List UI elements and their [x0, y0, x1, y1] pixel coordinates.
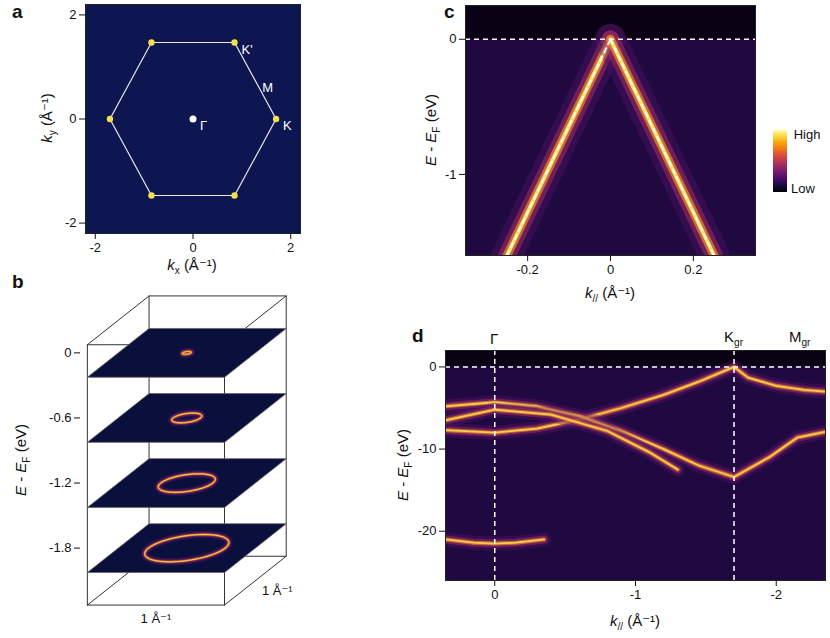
html-text:Γ: Γ [490, 329, 499, 347]
svg-text:0.2: 0.2 [684, 262, 702, 277]
svg-text:-0.2: -0.2 [516, 262, 538, 277]
html-text:d: d [412, 325, 424, 346]
svg-text:-1: -1 [630, 587, 642, 602]
html-text:E: E [393, 467, 411, 478]
html-text:(eV): (eV) [393, 429, 411, 462]
svg-text:M: M [262, 80, 273, 95]
html-text:E: E [11, 462, 29, 473]
html-text:E: E [11, 486, 29, 496]
svg-text:K': K' [242, 42, 253, 57]
html-text:y: y [46, 130, 58, 136]
html-text:(eV): (eV) [11, 424, 29, 457]
html-text:High: High [793, 126, 821, 142]
svg-text:-0.6: -0.6 [49, 410, 71, 425]
svg-text:-1.2: -1.2 [49, 475, 71, 490]
svg-text:-20: -20 [418, 523, 437, 538]
svg-text:-1.8: -1.8 [49, 540, 71, 555]
svg-text:0: 0 [491, 587, 498, 602]
svg-text:-1: -1 [445, 167, 457, 182]
html-text:k//(Å⁻¹): k//(Å⁻¹) [584, 283, 636, 304]
html-text:b: b [12, 271, 24, 292]
html-text:kx(Å⁻¹): kx(Å⁻¹) [167, 255, 217, 276]
svg-text:0: 0 [69, 111, 76, 126]
svg-text:-2: -2 [770, 587, 782, 602]
svg-text:0: 0 [429, 359, 436, 374]
html-text:Kgr: Kgr [724, 327, 743, 348]
html-text:F: F [402, 461, 414, 468]
html-text:F: F [430, 126, 442, 133]
html-text:a: a [12, 1, 23, 22]
html-text:k//(Å⁻¹): k//(Å⁻¹) [609, 611, 661, 632]
svg-text:Γ: Γ [200, 118, 207, 133]
svg-text:K: K [283, 118, 292, 133]
html-text:(eV): (eV) [421, 94, 439, 127]
svg-text:0: 0 [607, 262, 614, 277]
html-text:(Å⁻¹): (Å⁻¹) [37, 93, 55, 131]
html-text:E: E [421, 156, 439, 166]
svg-text:2: 2 [287, 240, 294, 255]
svg-text:-2: -2 [65, 215, 77, 230]
html-text:E: E [393, 491, 411, 501]
html-text:Low: Low [791, 180, 815, 196]
html-text:F: F [20, 456, 32, 463]
html-text:c: c [444, 1, 455, 22]
svg-text:1 Å⁻¹: 1 Å⁻¹ [262, 583, 293, 598]
svg-text:0: 0 [189, 240, 196, 255]
svg-text:0: 0 [449, 31, 456, 46]
svg-text:2: 2 [69, 7, 76, 22]
svg-text:-10: -10 [418, 441, 437, 456]
svg-text:1 Å⁻¹: 1 Å⁻¹ [141, 611, 172, 626]
html-text:E: E [421, 132, 439, 143]
svg-text:0: 0 [64, 345, 71, 360]
html-text:k: k [37, 135, 55, 143]
svg-text:-2: -2 [89, 240, 101, 255]
html-text:Mgr: Mgr [789, 327, 811, 348]
